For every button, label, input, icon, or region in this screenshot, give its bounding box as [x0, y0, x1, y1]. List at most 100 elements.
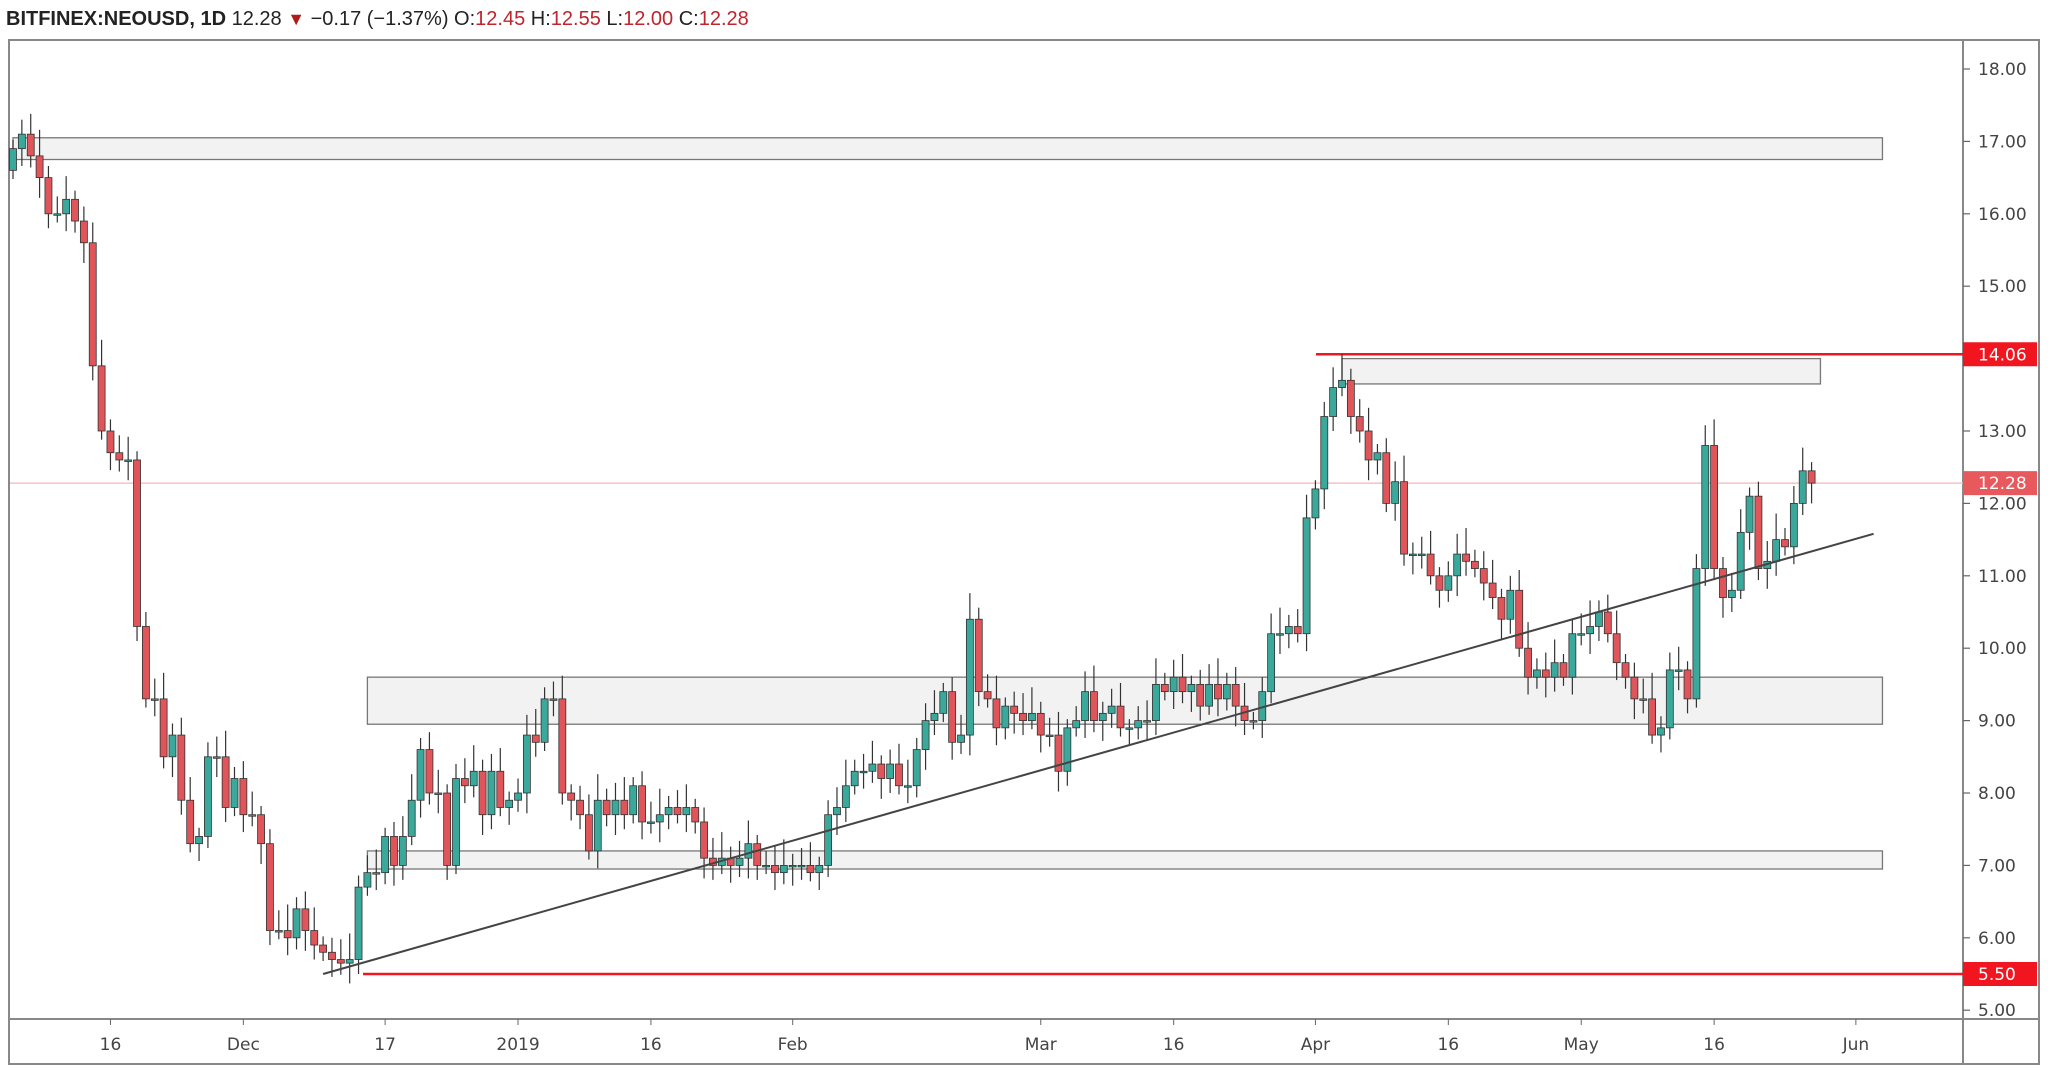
candle-down — [992, 698, 1001, 729]
candle-down — [576, 799, 584, 816]
candle-down — [1116, 705, 1125, 729]
close-value: 12.28 — [698, 8, 749, 30]
candle-up — [514, 792, 522, 801]
candle-up — [1665, 669, 1674, 729]
candle-up — [1028, 712, 1036, 721]
low-label: L: — [606, 8, 624, 30]
y-tick-label: 6.00 — [1978, 929, 2016, 949]
candle-up — [1125, 727, 1134, 730]
candle-up — [833, 807, 841, 816]
candle-up — [248, 814, 257, 817]
candle-down — [239, 778, 248, 816]
candle-up — [1098, 712, 1107, 721]
candle-up — [744, 843, 753, 859]
candle-up — [868, 763, 877, 772]
candle-up — [1134, 720, 1143, 729]
candle-up — [540, 698, 549, 743]
candle-up — [1798, 470, 1807, 504]
candle-up — [939, 691, 948, 714]
candle-up — [1657, 727, 1665, 736]
candle-up — [1001, 705, 1010, 729]
candle-up — [505, 799, 514, 808]
candle-down — [141, 626, 150, 700]
candle-down — [44, 177, 53, 215]
candle-up — [1550, 662, 1559, 678]
candle-down — [1090, 691, 1098, 722]
candle-down — [1515, 589, 1524, 649]
candle-down — [1196, 684, 1205, 707]
candle-down — [186, 799, 195, 845]
level-14-06-label: 14.06 — [1978, 345, 2027, 365]
candle-up — [549, 698, 558, 701]
candle-down — [585, 814, 593, 852]
candle-down — [806, 865, 815, 874]
candle-up — [398, 836, 407, 866]
candle-up — [655, 814, 664, 823]
candle-up — [1391, 481, 1400, 504]
ascending-trendline — [322, 532, 1874, 975]
candle-down — [1524, 647, 1532, 678]
candle-down — [1400, 481, 1408, 555]
candle-down — [1479, 568, 1488, 584]
candle-down — [974, 618, 983, 693]
candle-up — [372, 872, 381, 875]
candle-up — [1249, 720, 1258, 723]
candle-up — [1276, 633, 1284, 636]
candle-up — [292, 908, 301, 939]
price-change: −0.17 (−1.37%) — [310, 8, 449, 30]
candle-down — [177, 734, 186, 801]
candle-up — [1169, 676, 1178, 693]
candle-up — [363, 872, 372, 888]
candle-up — [434, 792, 443, 795]
candle-up — [762, 865, 770, 868]
candle-up — [1674, 669, 1683, 672]
y-tick-label: 13.00 — [1978, 422, 2027, 442]
candle-up — [1408, 553, 1417, 556]
candle-down — [1036, 712, 1045, 736]
candle-down — [266, 843, 274, 931]
candle-up — [1727, 589, 1736, 598]
y-tick-label: 11.00 — [1978, 567, 2027, 587]
candle-up — [1143, 720, 1151, 723]
candle-up — [1789, 502, 1798, 548]
candle-down — [602, 799, 611, 816]
candle-up — [1205, 684, 1213, 707]
candle-up — [1311, 488, 1320, 519]
candle-up — [1373, 452, 1382, 461]
candle-up — [1453, 553, 1462, 577]
candle-down — [1630, 676, 1639, 700]
x-tick-label: 16 — [1703, 1035, 1725, 1055]
candle-up — [1187, 684, 1196, 693]
x-tick-label: 2019 — [496, 1035, 539, 1055]
candle-up — [1045, 734, 1054, 737]
candle-up — [930, 712, 939, 721]
candle-up — [797, 865, 806, 868]
candle-up — [381, 836, 390, 874]
support-resistance-zone — [12, 137, 1884, 161]
candle-up — [9, 148, 17, 171]
candle-down — [336, 959, 345, 964]
x-tick-label: 16 — [1437, 1035, 1459, 1055]
candle-down — [948, 691, 957, 743]
candle-up — [1533, 669, 1541, 678]
candle-down — [531, 734, 540, 743]
x-tick-label: May — [1564, 1035, 1599, 1055]
candle-up — [53, 213, 62, 216]
candle-down — [221, 756, 230, 808]
candle-down — [673, 807, 682, 816]
last-price: 12.28 — [231, 8, 282, 30]
candle-down — [895, 763, 903, 787]
candle-down — [638, 785, 646, 823]
candle-up — [824, 814, 833, 866]
candle-down — [310, 930, 319, 946]
candle-down — [257, 814, 265, 845]
candle-down — [35, 155, 44, 179]
candle-down — [79, 220, 88, 244]
last-price-label: 12.28 — [1978, 474, 2027, 494]
candle-down — [1293, 626, 1302, 635]
candle-up — [1639, 698, 1648, 701]
x-tick-label: Apr — [1301, 1035, 1330, 1055]
candle-up — [850, 770, 859, 787]
candle-down — [620, 799, 629, 816]
